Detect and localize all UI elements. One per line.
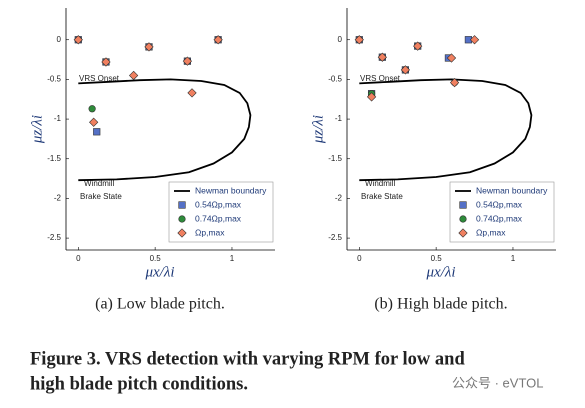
diamond-marker bbox=[458, 228, 468, 238]
legend-label: Ωp,max bbox=[476, 227, 506, 237]
diamond-marker bbox=[449, 77, 460, 88]
diamond-marker bbox=[366, 92, 377, 102]
legend-box bbox=[449, 181, 555, 243]
circle-marker bbox=[88, 105, 96, 113]
diamond-marker bbox=[101, 57, 111, 67]
annotation: Windmill bbox=[365, 179, 395, 188]
y-tick-label: -0.5 bbox=[328, 75, 342, 84]
subcaption: (a) Low blade pitch. bbox=[95, 296, 225, 313]
annotation: Windmill bbox=[84, 179, 114, 188]
x-tick-label: 0 bbox=[357, 254, 362, 263]
legend-label: 0.74Ωp,max bbox=[476, 213, 523, 223]
legend-label: Newman boundary bbox=[195, 185, 267, 195]
boundary-line bbox=[359, 78, 533, 182]
x-tick-label: 0 bbox=[76, 254, 81, 263]
circle-marker bbox=[178, 215, 186, 223]
x-tick-label: 0.5 bbox=[150, 254, 162, 263]
square-marker bbox=[178, 201, 186, 209]
legend-label: 0.54Ωp,max bbox=[195, 199, 242, 209]
annotation: VRS Onset bbox=[360, 74, 401, 83]
legend-label: 0.54Ωp,max bbox=[476, 199, 523, 209]
diamond-marker bbox=[469, 35, 480, 45]
y-tick-label: -0.5 bbox=[47, 75, 61, 84]
diamond-marker bbox=[144, 42, 154, 52]
x-tick-label: 1 bbox=[230, 254, 235, 263]
y-tick-label: 0 bbox=[57, 35, 62, 44]
annotation: Brake State bbox=[361, 192, 403, 201]
y-tick-label: -1.5 bbox=[328, 154, 342, 163]
y-tick-label: -1 bbox=[335, 114, 343, 123]
diamond-marker bbox=[354, 35, 364, 45]
diamond-marker bbox=[73, 35, 83, 45]
figure-caption: high blade pitch conditions. bbox=[30, 374, 248, 394]
y-tick-label: -2.5 bbox=[328, 233, 342, 242]
diamond-marker bbox=[213, 35, 223, 45]
diamond-marker bbox=[400, 65, 411, 75]
legend-label: Newman boundary bbox=[476, 185, 548, 195]
y-tick-label: -2.5 bbox=[47, 233, 61, 242]
diamond-marker bbox=[187, 88, 197, 98]
y-tick-label: -1 bbox=[54, 114, 62, 123]
diamond-marker bbox=[89, 117, 99, 127]
square-marker bbox=[93, 128, 101, 136]
legend-box bbox=[168, 181, 274, 243]
boundary-line bbox=[78, 78, 252, 182]
diamond-marker bbox=[377, 52, 387, 62]
x-tick-label: 1 bbox=[511, 254, 516, 263]
diamond-marker bbox=[128, 70, 139, 81]
diamond-marker bbox=[446, 53, 457, 63]
y-tick-label: 0 bbox=[338, 35, 343, 44]
x-tick-label: 0.5 bbox=[431, 254, 443, 263]
legend-label: 0.74Ωp,max bbox=[195, 213, 242, 223]
y-axis-label: μz/λi bbox=[29, 115, 45, 144]
subcaption: (b) High blade pitch. bbox=[374, 296, 507, 313]
square-marker bbox=[459, 201, 467, 209]
annotation: Brake State bbox=[80, 192, 122, 201]
figure-caption: Figure 3. VRS detection with varying RPM… bbox=[30, 349, 465, 369]
diamond-marker bbox=[413, 41, 423, 51]
annotation: VRS Onset bbox=[79, 74, 120, 83]
diamond-marker bbox=[182, 56, 193, 66]
y-tick-label: -2 bbox=[54, 194, 62, 203]
legend-label: Ωp,max bbox=[195, 227, 225, 237]
y-tick-label: -2 bbox=[335, 194, 343, 203]
x-axis-label: μx/λi bbox=[425, 264, 455, 280]
x-axis-label: μx/λi bbox=[144, 264, 174, 280]
y-axis-label: μz/λi bbox=[310, 115, 326, 144]
diamond-marker bbox=[177, 228, 187, 238]
y-tick-label: -1.5 bbox=[47, 154, 61, 163]
watermark: 公众号 · eVTOL bbox=[452, 375, 544, 390]
circle-marker bbox=[459, 215, 467, 223]
